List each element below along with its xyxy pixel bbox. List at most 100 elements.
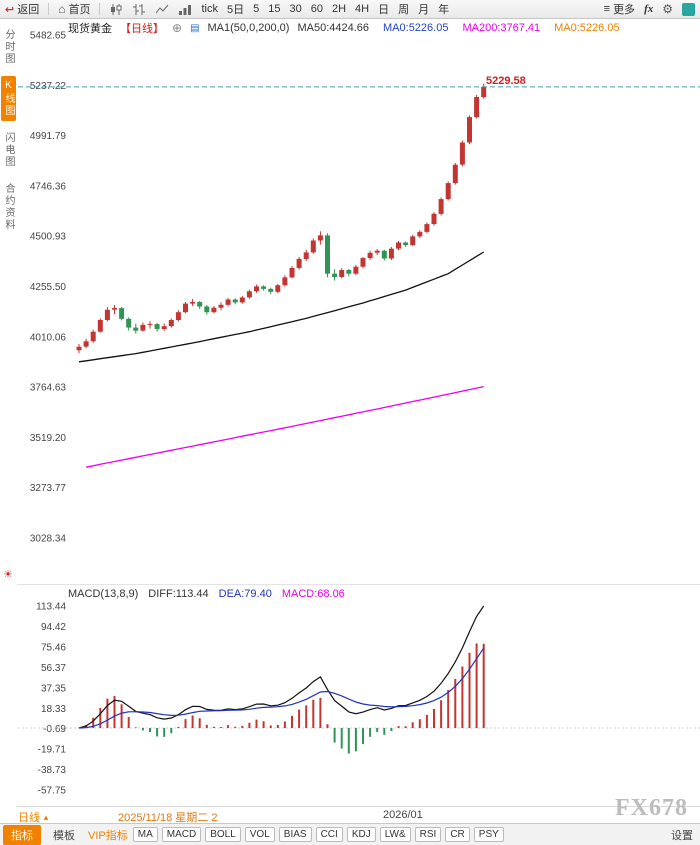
svg-text:5237.22: 5237.22 — [30, 81, 67, 92]
bottom-toolbar: 指标 模板 VIP指标 MA MACD BOLL VOL BIAS CCI KDJ LW& RSI… — [0, 823, 700, 845]
indicator-buttons: MA MACD BOLL VOL BIAS CCI KDJ LW& RSI CR PSY — [132, 827, 504, 842]
svg-text:3519.20: 3519.20 — [30, 433, 67, 444]
period-button-周[interactable]: 周 — [398, 4, 410, 16]
svg-text:-38.73: -38.73 — [38, 765, 67, 776]
macd-values: DIFF:113.44 DEA:79.40 MACD:68.06 — [148, 588, 345, 600]
more-label: 更多 — [613, 4, 636, 16]
add-indicator-icon[interactable]: ⊕ — [172, 21, 183, 35]
svg-text:4746.36: 4746.36 — [30, 181, 67, 192]
svg-text:4255.50: 4255.50 — [30, 282, 67, 293]
ma-value: MA50:4424.66 — [297, 22, 370, 34]
macd-value: DIFF:113.44 — [148, 588, 209, 600]
symbol-name: 现货黄金 — [68, 23, 112, 35]
top-toolbar: ↩ 返回 ⌂ 首页 tick 5日 5 15 30 60 2H 4H 日周月年 ≡ 更多 fx … — [0, 0, 700, 19]
indicator-button-macd[interactable]: MACD — [161, 827, 202, 842]
indicator-panel-icon[interactable]: ☀ — [3, 569, 13, 581]
period-tag: 【日线】 — [120, 23, 164, 35]
indicator-button-rsi[interactable]: RSI — [414, 827, 442, 842]
svg-text:3028.34: 3028.34 — [30, 534, 67, 545]
macd-axis: 113.44 94.42 75.46 56.37 37.35 18.33 -0.69 -19.… — [36, 602, 66, 797]
app-square-icon[interactable] — [682, 2, 695, 16]
bottom-tab-templates[interactable]: 模板 — [53, 829, 75, 842]
period-button-60[interactable]: 60 — [310, 3, 323, 15]
svg-text:75.46: 75.46 — [41, 642, 66, 653]
hamburger-icon: ≡ — [603, 3, 611, 15]
ohlc-chart-icon[interactable] — [132, 3, 146, 16]
ma-indicator-icon[interactable]: ▤ — [190, 22, 200, 34]
triangle-up-icon: ▲ — [42, 812, 50, 822]
period-button-15[interactable]: 15 — [268, 3, 281, 15]
more-button[interactable]: ≡ 更多 — [604, 1, 635, 17]
sidebar-tab-flash[interactable]: 闪电图 — [3, 132, 14, 168]
back-button[interactable]: ↩ 返回 — [5, 1, 39, 17]
svg-text:56.37: 56.37 — [41, 663, 66, 674]
period-button-5[interactable]: 5 — [253, 3, 260, 15]
period-button-30[interactable]: 30 — [289, 3, 302, 15]
svg-text:94.42: 94.42 — [41, 622, 66, 633]
candles-layer — [76, 83, 487, 354]
indicator-button-lw[interactable]: LW& — [379, 827, 411, 842]
ma50-line — [78, 251, 485, 363]
time-axis: 日线 ▲ 2025/11/18 星期二 2 2026/01 — [0, 807, 700, 824]
home-button[interactable]: ⌂ 首页 — [58, 1, 90, 17]
divider — [99, 3, 101, 15]
time-axis-label: 2025/11/18 星期二 2 — [118, 812, 218, 824]
price-axis: 5482.65 5237.22 4991.79 4746.36 4500.93 4255.… — [30, 31, 67, 545]
period-button-tick[interactable]: tick — [201, 3, 218, 15]
period-button-年[interactable]: 年 — [438, 4, 450, 16]
ma-settings: MA1(50,0,200,0) — [207, 22, 290, 34]
indicator-button-kdj[interactable]: KDJ — [346, 827, 376, 842]
macd-value: MACD:68.06 — [281, 588, 345, 600]
sidebar-tab-timeshare[interactable]: 分时图 — [3, 29, 14, 65]
indicator-button-bias[interactable]: BIAS — [278, 827, 312, 842]
fx-button[interactable]: fx — [644, 3, 654, 15]
period-indicator-label: 日线 — [18, 812, 40, 824]
gear-icon[interactable]: ⚙ — [662, 2, 673, 16]
indicator-button-boll[interactable]: BOLL — [205, 827, 241, 842]
period-group: tick 5日 5 15 30 60 2H 4H 日周月年 — [201, 1, 449, 17]
period-button-5日[interactable]: 5日 — [226, 4, 245, 16]
time-axis-label: 2026/01 — [383, 809, 423, 821]
svg-text:3764.63: 3764.63 — [30, 383, 67, 394]
indicator-button-cci[interactable]: CCI — [315, 827, 343, 842]
indicator-button-ma[interactable]: MA — [132, 827, 158, 842]
candlestick-chart-icon[interactable] — [109, 3, 123, 16]
svg-text:37.35: 37.35 — [41, 683, 66, 694]
svg-text:4010.06: 4010.06 — [30, 332, 67, 343]
period-button-月[interactable]: 月 — [418, 4, 430, 16]
home-label: 首页 — [68, 4, 91, 16]
svg-text:18.33: 18.33 — [41, 704, 66, 715]
ma-values: MA50:4424.66 MA0:5226.05 MA200:3767.41 MA0:… — [297, 22, 619, 34]
line-chart-icon[interactable] — [155, 3, 169, 16]
sidebar-tab-contract[interactable]: 合约资料 — [3, 183, 14, 231]
period-button-日[interactable]: 日 — [378, 4, 390, 16]
svg-text:113.44: 113.44 — [36, 602, 66, 613]
macd-histogram — [85, 643, 485, 754]
svg-text:4991.79: 4991.79 — [30, 131, 67, 142]
period-indicator[interactable]: 日线 ▲ — [18, 809, 50, 825]
back-arrow-icon: ↩ — [5, 3, 15, 16]
svg-text:-19.71: -19.71 — [38, 745, 67, 756]
indicator-button-vol[interactable]: VOL — [244, 827, 275, 842]
watermark: FX678 — [615, 795, 688, 821]
bottom-tab-indicators[interactable]: 指标 — [3, 824, 41, 845]
sidebar-tab-kline[interactable]: K线图 — [1, 76, 16, 121]
indicator-button-psy[interactable]: PSY — [473, 827, 504, 842]
svg-text:-0.69: -0.69 — [43, 724, 66, 735]
vip-indicator-button[interactable]: VIP指标 — [88, 829, 128, 842]
left-sidebar: 分时图 K线图闪电图合约资料 — [0, 18, 17, 823]
indicator-button-cr[interactable]: CR — [445, 827, 470, 842]
period-button-4h[interactable]: 4H — [355, 3, 370, 15]
ma-value: MA200:3767.41 — [462, 22, 541, 34]
macd-value: DEA:79.40 — [218, 588, 272, 600]
volume-chart-icon[interactable] — [178, 3, 192, 16]
period-button-2h[interactable]: 2H — [331, 3, 347, 15]
chart-legend: 现货黄金 【日线】 ⊕ ▤ MA1(50,0,200,0) MA50:4424.… — [68, 20, 620, 36]
macd-title: MACD(13,8,9) — [68, 588, 139, 600]
settings-button[interactable]: 设置 — [671, 829, 693, 842]
diff-line — [78, 605, 485, 729]
back-label: 返回 — [17, 4, 40, 16]
ma200-line — [85, 385, 484, 468]
divider — [48, 3, 50, 15]
